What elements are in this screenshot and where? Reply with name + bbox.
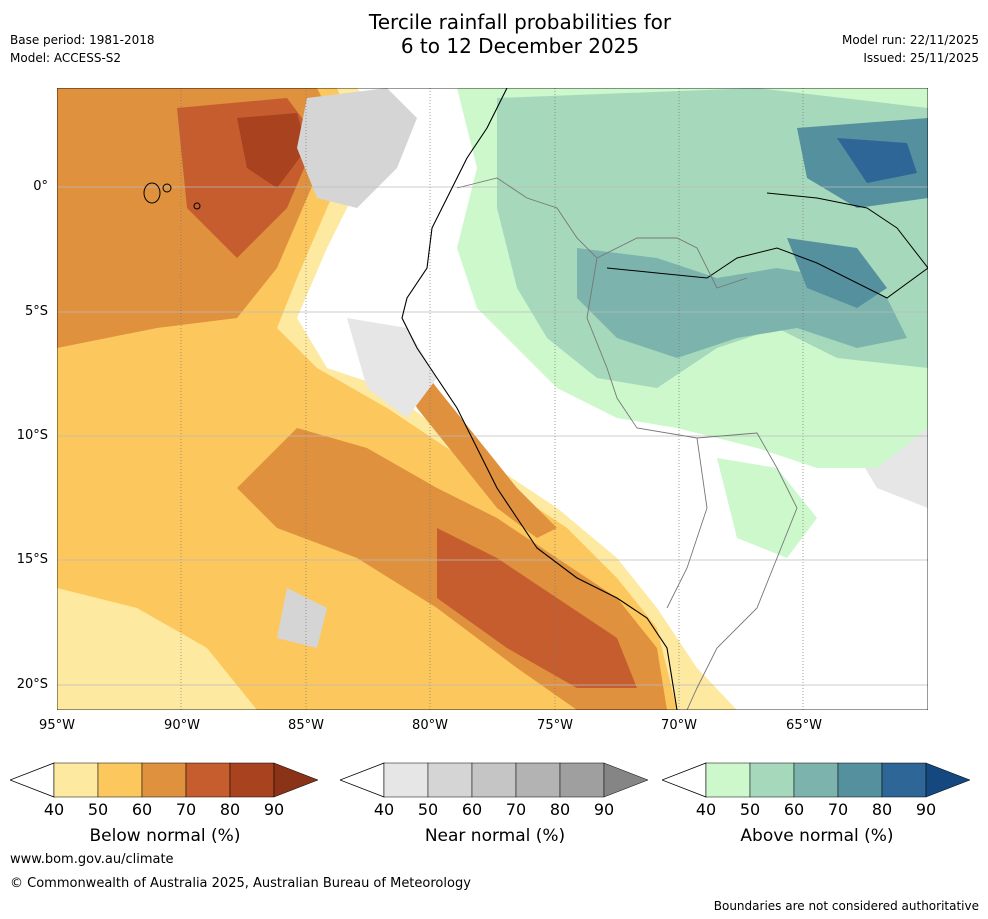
legend-below-tick: 80 — [219, 800, 241, 819]
lat-label-0: 0° — [33, 179, 48, 194]
colorbar-swatch — [185, 762, 231, 798]
legend-near-tick: 90 — [593, 800, 615, 819]
colorbar-swatch — [383, 762, 429, 798]
colorbar-swatch — [559, 762, 605, 798]
lat-label-15s: 15°S — [16, 552, 48, 567]
legend-below-title: Below normal (%) — [89, 826, 241, 846]
legend-above-title: Above normal (%) — [740, 826, 894, 846]
near-normal-region — [297, 88, 417, 208]
issued-text: Issued: 25/11/2025 — [863, 51, 979, 65]
title-line-1: Tercile rainfall probabilities for — [368, 10, 672, 34]
colorbar-swatch — [53, 762, 99, 798]
title-line-2: 6 to 12 December 2025 — [400, 34, 640, 58]
lon-label-70w: 70°W — [661, 718, 697, 733]
country-borders — [456, 177, 798, 711]
colorbar-swatch-arrow — [925, 762, 971, 798]
lat-label-20s: 20°S — [16, 677, 48, 692]
amazon-river-north — [766, 192, 929, 269]
colorbar-swatch — [749, 762, 795, 798]
colorbar-below-normal — [8, 762, 319, 798]
disclaimer-text: Boundaries are not considered authoritat… — [713, 899, 979, 913]
legend-near-tick: 70 — [505, 800, 527, 819]
below-normal-region-70b — [437, 528, 637, 688]
below-normal-region-60c — [397, 348, 557, 538]
legend-near-tick: 60 — [461, 800, 483, 819]
colorbar-swatch-white — [8, 762, 55, 798]
above-normal-region-40b — [717, 458, 817, 558]
base-period-text: Base period: 1981-2018 — [10, 33, 155, 47]
lon-label-90w: 90°W — [164, 718, 200, 733]
legend-below-tick: 40 — [43, 800, 65, 819]
lon-label-75w: 75°W — [537, 718, 573, 733]
colorbar-near-normal — [338, 762, 649, 798]
model-run-text: Model run: 22/11/2025 — [841, 33, 979, 47]
colorbar-swatch — [427, 762, 473, 798]
colorbar-swatch — [881, 762, 927, 798]
above-normal-region-80 — [837, 138, 917, 183]
lat-label-10s: 10°S — [16, 428, 48, 443]
lat-label-5s: 5°S — [24, 304, 48, 319]
legend-near-title: Near normal (%) — [424, 826, 566, 846]
copyright-text: © Commonwealth of Australia 2025, Austra… — [10, 876, 471, 891]
legend-below-normal — [8, 762, 320, 802]
legend-below-tick: 60 — [131, 800, 153, 819]
colorbar-swatch-white — [338, 762, 385, 798]
map-title: Tercile rainfall probabilities for 6 to … — [0, 10, 988, 58]
legend-above-tick: 90 — [915, 800, 937, 819]
colorbar-swatch — [515, 762, 561, 798]
lon-label-95w: 95°W — [39, 718, 75, 733]
colorbar-swatch — [471, 762, 517, 798]
lon-label-85w: 85°W — [288, 718, 324, 733]
colorbar-swatch — [229, 762, 275, 798]
legend-near-tick: 50 — [417, 800, 439, 819]
legend-above-tick: 80 — [871, 800, 893, 819]
colorbar-swatch — [141, 762, 187, 798]
legend-below-tick: 50 — [87, 800, 109, 819]
above-normal-region-60 — [577, 248, 907, 358]
map-panel — [56, 87, 929, 711]
model-text: Model: ACCESS-S2 — [10, 51, 122, 65]
legend-near-normal — [338, 762, 650, 802]
legend-above-normal — [660, 762, 972, 802]
rainfall-probability-map — [56, 87, 929, 711]
amazon-river — [606, 247, 929, 299]
galapagos-islands — [143, 182, 201, 210]
legend-below-tick: 90 — [263, 800, 285, 819]
legend-above-tick: 60 — [783, 800, 805, 819]
colorbar-swatch — [705, 762, 751, 798]
legend-near-tick: 80 — [549, 800, 571, 819]
colorbar-swatch — [837, 762, 883, 798]
legend-near-tick: 40 — [373, 800, 395, 819]
colorbar-swatch — [97, 762, 143, 798]
latitude-lines — [57, 186, 928, 686]
coastline — [401, 87, 678, 711]
legend-above-tick: 40 — [695, 800, 717, 819]
legend-below-tick: 70 — [175, 800, 197, 819]
legend-above-tick: 50 — [739, 800, 761, 819]
colorbar-swatch-arrow — [273, 762, 319, 798]
website-link[interactable]: www.bom.gov.au/climate — [10, 852, 174, 867]
lon-label-80w: 80°W — [412, 718, 448, 733]
below-normal-region-80 — [237, 113, 307, 188]
legend-above-tick: 70 — [827, 800, 849, 819]
colorbar-above-normal — [660, 762, 971, 798]
near-normal-region-c — [277, 588, 327, 648]
lon-label-65w: 65°W — [786, 718, 822, 733]
colorbar-swatch — [793, 762, 839, 798]
colorbar-swatch-white — [660, 762, 707, 798]
colorbar-swatch-arrow — [603, 762, 649, 798]
